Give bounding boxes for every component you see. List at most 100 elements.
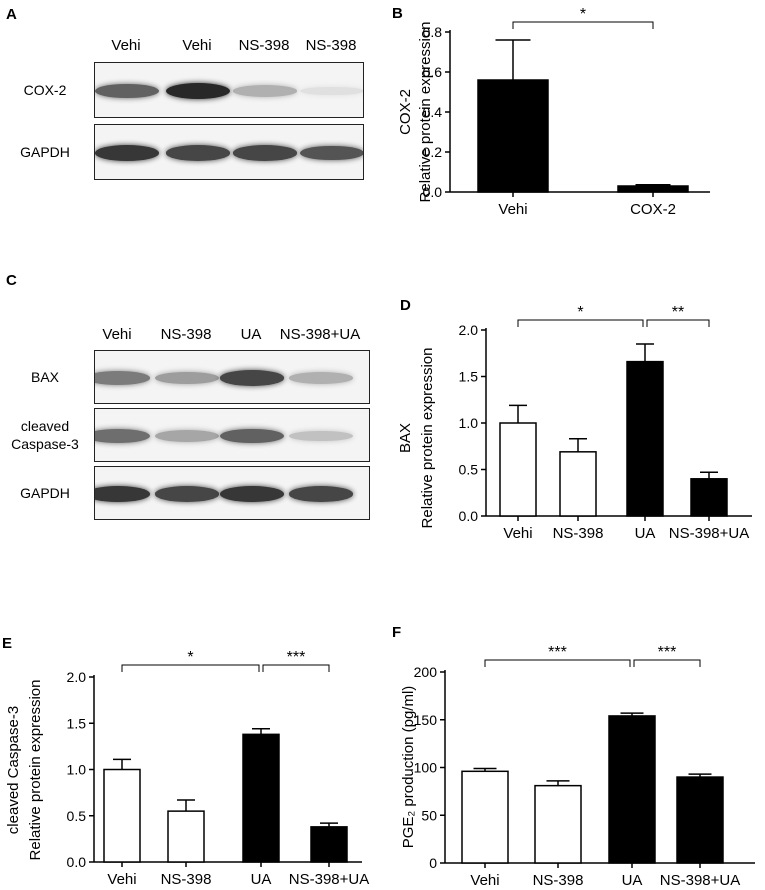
blot-row-label: GAPDH	[20, 485, 70, 501]
y-axis-label: Relative protein expression	[419, 348, 436, 529]
bar	[167, 810, 205, 863]
blot-strip	[94, 350, 370, 404]
blot-band	[95, 429, 150, 443]
y-tick-label: 0.5	[459, 462, 479, 478]
y-tick-label: 2.0	[67, 669, 87, 685]
bar	[676, 776, 724, 864]
y-axis-label: cleaved Caspase-3	[5, 706, 22, 834]
y-axis-label: BAX	[397, 423, 414, 453]
blot-row-label: cleaved Caspase-3	[11, 418, 79, 452]
y-tick-label: 0.8	[423, 24, 443, 40]
bar	[690, 478, 728, 517]
blot-band	[233, 145, 297, 161]
panel-letter: D	[400, 297, 411, 314]
western-blot-a: Vehi Vehi NS-398 NS-398 COX-2 GAPDH	[0, 0, 380, 200]
y-tick-label: 1.0	[67, 762, 87, 778]
bar	[534, 784, 582, 864]
bar	[499, 422, 537, 517]
lane-label: Vehi	[111, 37, 141, 54]
bar	[477, 79, 549, 193]
significance-label: **	[672, 304, 684, 321]
lane-label: NS-398	[238, 37, 290, 54]
bar-chart-d: D BAX Relative protein expression 0.0 0.5 1.0…	[397, 297, 752, 542]
panel-letter: F	[392, 624, 401, 641]
blot-band	[233, 85, 297, 97]
lane-label: NS-398+UA	[279, 326, 361, 343]
x-tick-label: NS-398	[553, 525, 604, 542]
blot-row-label: GAPDH	[20, 144, 70, 160]
significance-bracket	[262, 664, 330, 672]
y-tick-label: 50	[421, 807, 437, 823]
y-tick-label: 100	[414, 760, 438, 776]
blot-band	[220, 486, 284, 502]
bar	[103, 768, 141, 863]
y-tick-label: 0.0	[459, 508, 479, 524]
y-tick-label: 0.4	[423, 104, 443, 120]
x-tick-label: NS-398	[161, 871, 212, 888]
y-tick-label: 0	[429, 855, 437, 871]
x-tick-label: Vehi	[107, 871, 136, 888]
blot-band	[95, 83, 159, 99]
blot-band	[155, 430, 219, 442]
significance-label: *	[187, 649, 193, 666]
x-tick-label: Vehi	[498, 201, 527, 218]
x-tick-label: NS-398+UA	[660, 872, 740, 889]
significance-label: ***	[658, 644, 677, 661]
panel-letter: B	[392, 5, 403, 22]
blot-band	[155, 371, 219, 385]
x-tick-label: UA	[635, 525, 656, 542]
bar-chart-f: F PGE₂ production (pg/ml) 0 50 100 150 200 Vehi…	[392, 624, 755, 889]
significance-label: ***	[287, 649, 306, 666]
blot-strip	[94, 124, 364, 180]
bar	[559, 451, 597, 517]
bar	[626, 360, 664, 517]
significance-label: *	[577, 304, 583, 321]
panel-letter: E	[2, 635, 12, 652]
bar	[617, 185, 689, 193]
panel-letter-c: C	[6, 272, 17, 289]
lane-label: UA	[240, 326, 262, 343]
y-tick-label: 0.2	[423, 144, 443, 160]
blot-band	[95, 145, 159, 161]
y-tick-label: 0.0	[67, 854, 87, 870]
y-axis-label: COX-2	[397, 89, 414, 135]
blot-row-label: BAX	[30, 369, 59, 385]
significance-bracket	[633, 659, 701, 667]
blot-band	[166, 145, 230, 161]
western-blot-c: Vehi NS-398 UA NS-398+UA BAX cleaved Caspase-3…	[0, 300, 380, 530]
blot-band	[155, 486, 219, 502]
blot-band	[220, 370, 284, 386]
y-tick-label: 1.5	[459, 369, 479, 385]
y-tick-label: 150	[414, 712, 438, 728]
blot-band	[289, 486, 353, 502]
significance-bracket	[484, 659, 631, 667]
y-tick-label: 2.0	[459, 322, 479, 338]
blot-band	[289, 430, 353, 442]
blot-band	[220, 428, 284, 444]
y-tick-label: 1.0	[459, 415, 479, 431]
bar	[310, 826, 348, 863]
x-tick-label: Vehi	[503, 525, 532, 542]
lane-label: Vehi	[182, 37, 212, 54]
x-tick-label: UA	[251, 871, 272, 888]
blot-row-label: COX-2	[23, 82, 67, 98]
x-tick-label: Vehi	[470, 872, 499, 889]
significance-bracket	[517, 319, 644, 327]
blot-strip	[94, 466, 370, 520]
blot-band	[95, 486, 150, 502]
significance-label: *	[580, 6, 586, 23]
blot-band	[95, 371, 150, 385]
x-tick-label: COX-2	[630, 201, 676, 218]
bar	[242, 733, 280, 863]
significance-bracket	[646, 319, 710, 327]
blot-band	[166, 83, 230, 99]
blot-band	[289, 372, 353, 384]
x-tick-label: NS-398+UA	[669, 525, 749, 542]
x-tick-label: NS-398+UA	[289, 871, 369, 888]
significance-label: ***	[548, 644, 567, 661]
blot-band	[300, 86, 363, 96]
significance-bracket	[121, 664, 260, 672]
bar	[608, 715, 656, 864]
